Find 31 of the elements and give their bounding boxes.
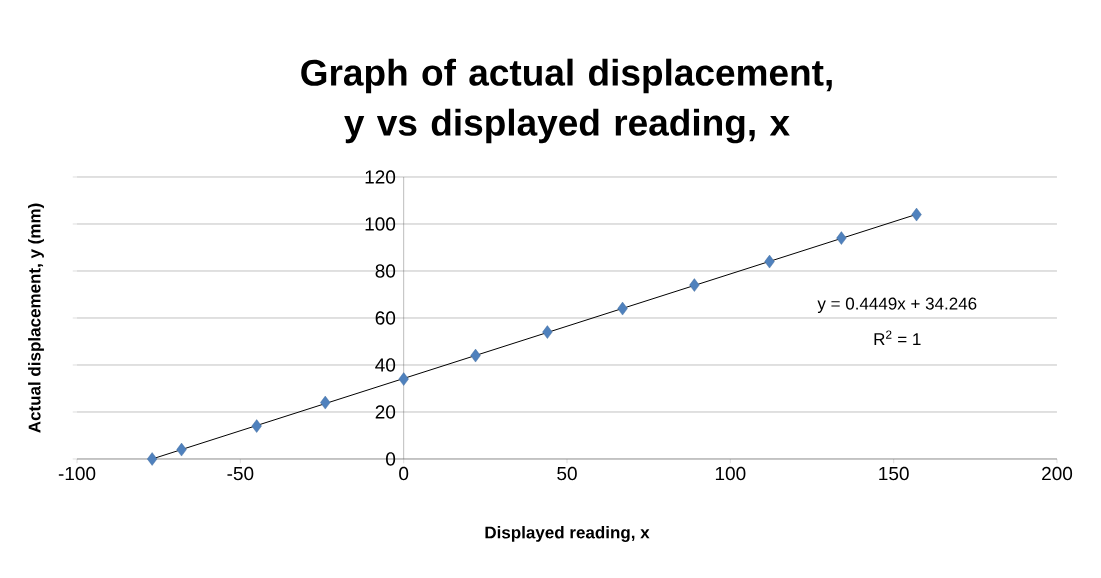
point (617, 301, 628, 316)
point (398, 372, 409, 386)
point (147, 452, 158, 466)
point (764, 254, 775, 269)
y-tick-label: 120 (365, 170, 396, 184)
point (320, 395, 331, 410)
y-tick-label: 80 (375, 264, 396, 278)
point (470, 348, 481, 363)
x-tick-label: 150 (879, 466, 909, 481)
point (836, 231, 847, 245)
x-tick-label: 50 (557, 466, 577, 481)
y-tick-label: 100 (365, 217, 396, 231)
point (689, 278, 700, 292)
x-tick-label: 0 (399, 466, 409, 481)
y-tick-label: 0 (386, 452, 396, 466)
y-tick-label: 40 (375, 358, 396, 372)
x-tick-label: 200 (1042, 466, 1073, 481)
x-tick-label: -100 (58, 466, 96, 481)
point (911, 207, 922, 222)
point (176, 442, 187, 457)
y-tick-label: 20 (375, 405, 396, 419)
annotation: R$^{2}$ = 1 (874, 330, 921, 346)
point (542, 325, 553, 339)
y-tick-label: 60 (375, 311, 396, 325)
chart-title: Graph of actual displacement, y vs displayed reading, x (301, 58, 832, 144)
annotation: y = 0.4449x + 34.246 (817, 297, 977, 313)
x-tick-label: -50 (227, 466, 254, 481)
x-tick-label: 100 (715, 466, 746, 481)
y-axis-title: Actual displacement, y (mm) (28, 203, 44, 433)
x-axis-title: Displayed reading, x (485, 526, 650, 542)
point (251, 419, 262, 433)
